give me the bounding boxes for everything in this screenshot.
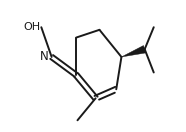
Text: N: N [40, 50, 48, 63]
Polygon shape [121, 46, 146, 57]
Text: OH: OH [23, 22, 40, 32]
